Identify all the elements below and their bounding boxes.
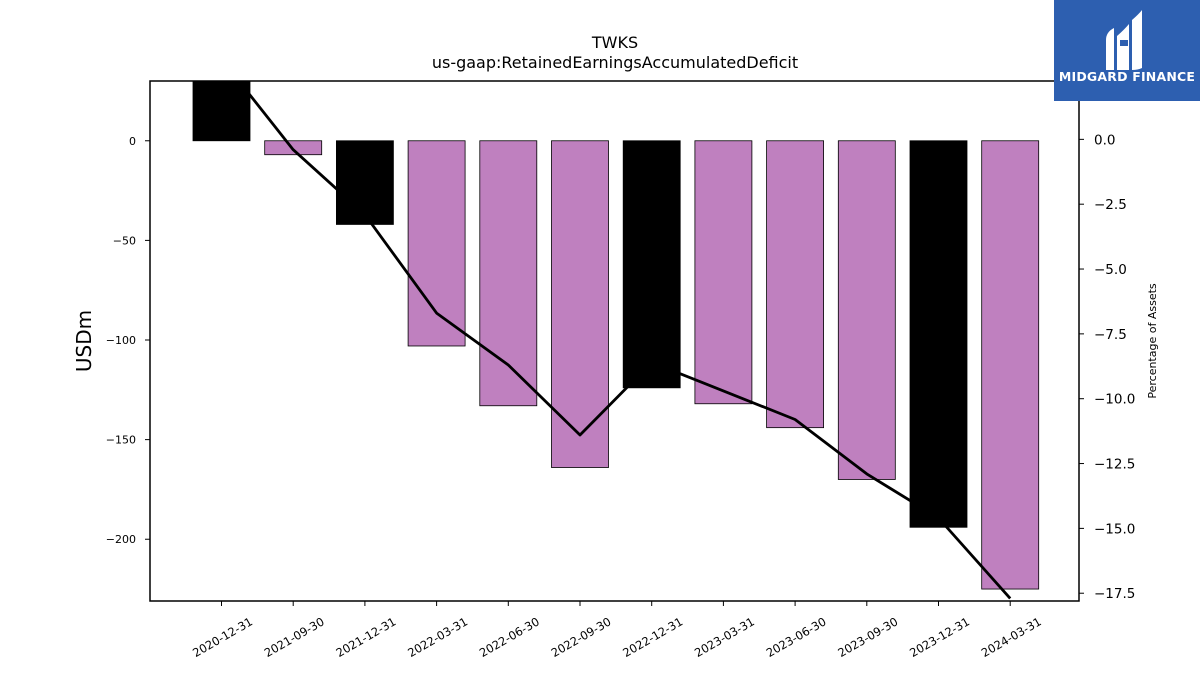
bar-2022-03-31	[407, 140, 466, 347]
chart-subtitle: us-gaap:RetainedEarningsAccumulatedDefic…	[432, 53, 798, 72]
x-tick-label: 2023-06-30	[764, 614, 829, 660]
y-tick-label: −200	[106, 533, 136, 546]
x-tick-label: 2021-12-31	[334, 614, 399, 660]
x-tick-label: 2023-12-31	[907, 614, 972, 660]
x-tick-label: 2020-12-31	[190, 614, 255, 660]
bar-2023-03-31	[694, 140, 753, 405]
x-tick-label: 2022-12-31	[620, 614, 685, 660]
plot-area: 0 −50 −100 −150 −200 0.0 −2.5 −5.0 −7.5 −10.0 −12.…	[106, 80, 1135, 660]
x-tick-label: 2023-03-31	[692, 614, 757, 660]
midgard-finance-logo: MIDGARD FINANCE	[1054, 0, 1200, 101]
y2-tick-label: −17.5	[1094, 586, 1135, 602]
y2-tick-label: −15.0	[1094, 521, 1135, 537]
y-tick-label: −150	[106, 434, 136, 447]
y2-tick-label: −10.0	[1094, 392, 1135, 408]
y2-tick-label: −2.5	[1094, 197, 1127, 213]
x-tick-label: 2022-09-30	[549, 614, 614, 660]
bar-2023-09-30	[837, 140, 896, 480]
x-tick-label: 2022-03-31	[405, 614, 470, 660]
y-tick-label: −100	[106, 334, 136, 347]
bar-2022-12-31	[622, 140, 681, 389]
plot-clip-group	[192, 81, 1040, 600]
y-axis-label: USDm	[72, 310, 96, 372]
y-tick-label: 0	[129, 135, 136, 148]
bar-2020-12-31	[192, 81, 251, 142]
y2-tick-label: 0.0	[1094, 132, 1115, 148]
bar-2024-03-31	[981, 140, 1040, 590]
x-tick-label: 2024-03-31	[979, 614, 1044, 660]
bar-2023-12-31	[909, 140, 968, 528]
x-tick-label: 2023-09-30	[835, 614, 900, 660]
percentage-of-assets-line	[237, 81, 1012, 600]
y2-tick-label: −5.0	[1094, 262, 1127, 278]
bar-2022-09-30	[551, 140, 609, 468]
bar-2021-12-31	[335, 140, 394, 225]
x-tick-label: 2022-06-30	[477, 614, 542, 660]
x-tick-label: 2021-09-30	[262, 614, 327, 660]
y2-tick-label: −7.5	[1094, 327, 1127, 343]
y2-axis-label: Percentage of Assets	[1146, 283, 1159, 399]
midgard-logo-icon	[1106, 10, 1142, 70]
logo-text: MIDGARD FINANCE	[1058, 69, 1196, 84]
y2-tick-label: −12.5	[1094, 457, 1135, 473]
y-tick-label: −50	[113, 234, 136, 247]
bar-2022-06-30	[479, 140, 538, 407]
plot-frame	[149, 80, 1080, 602]
bar-2023-06-30	[766, 140, 824, 429]
chart-title: TWKS	[591, 33, 638, 52]
